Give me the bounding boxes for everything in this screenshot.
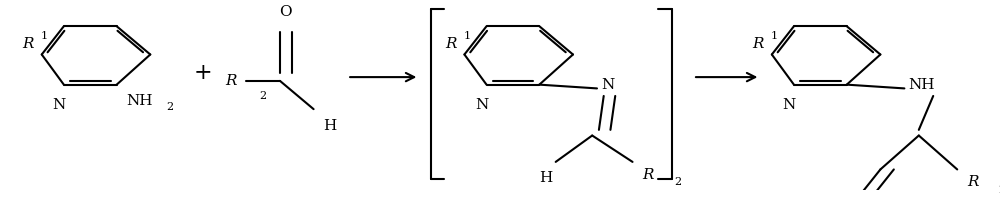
Text: 1: 1: [463, 31, 471, 41]
Text: 2: 2: [167, 102, 174, 112]
Text: R: R: [445, 37, 457, 51]
Text: 2: 2: [999, 185, 1000, 194]
Text: R: R: [23, 37, 34, 51]
Text: N: N: [601, 78, 614, 92]
Text: R: R: [225, 74, 237, 88]
Text: N: N: [52, 98, 66, 112]
Text: R: R: [753, 37, 764, 51]
Text: 2: 2: [259, 91, 266, 101]
Text: R: R: [967, 175, 978, 189]
Text: N: N: [475, 98, 488, 112]
Text: NH: NH: [908, 78, 935, 92]
Text: 1: 1: [771, 31, 778, 41]
Text: NH: NH: [126, 94, 153, 108]
Text: 1: 1: [41, 31, 48, 41]
Text: O: O: [279, 5, 292, 19]
Text: +: +: [194, 62, 212, 84]
Text: H: H: [323, 119, 336, 133]
Text: R: R: [642, 168, 654, 182]
Text: H: H: [539, 171, 553, 185]
Text: 2: 2: [674, 177, 681, 187]
Text: N: N: [782, 98, 796, 112]
